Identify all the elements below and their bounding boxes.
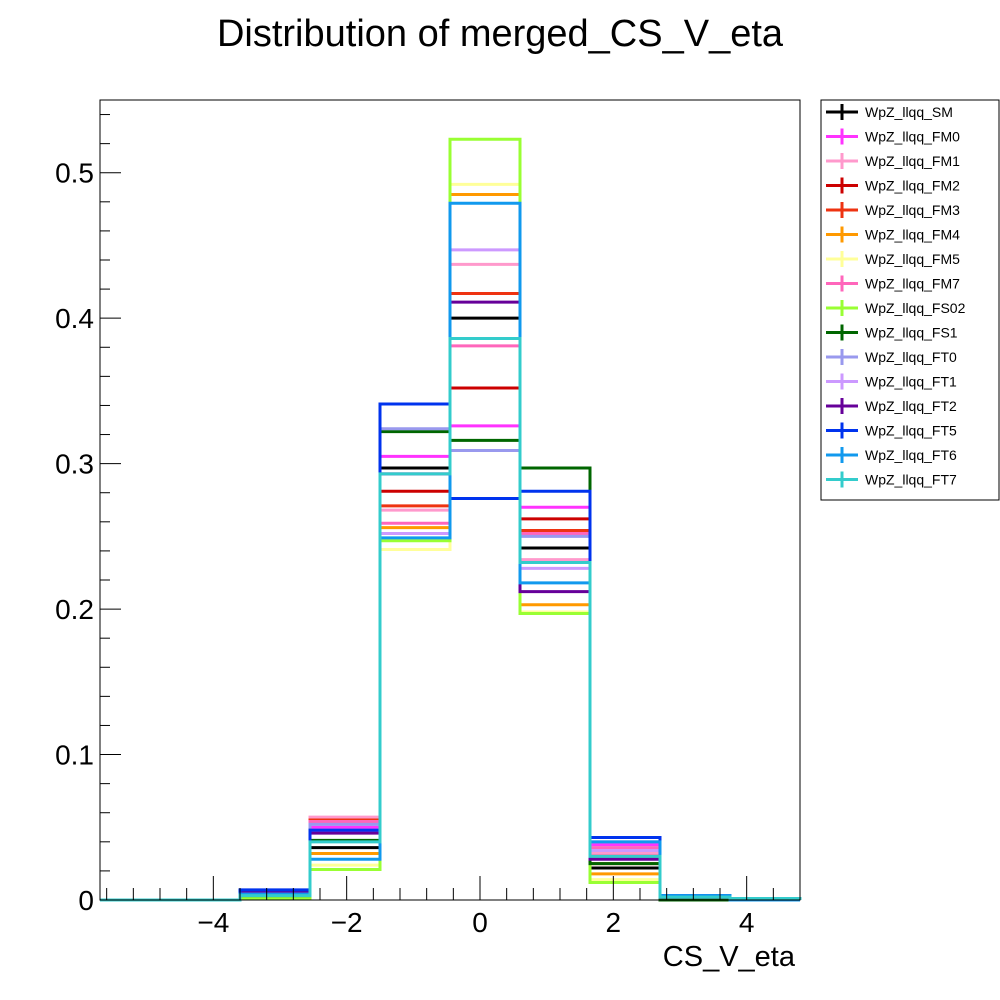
series-line-WpZ_llqq_FT6 [100,201,800,902]
legend-entry: WpZ_llqq_FT1 [826,373,957,390]
legend-label: WpZ_llqq_FM2 [865,178,960,194]
y-tick-label: 0.2 [55,594,94,625]
legend-label: WpZ_llqq_FS1 [865,325,958,341]
y-axis: 0 0.1 0.2 0.3 0.4 0.5 [55,114,121,916]
legend-entry: WpZ_llqq_FS1 [826,324,958,341]
legend-label: WpZ_llqq_FT2 [865,398,957,414]
x-tick-label: −4 [197,907,229,938]
x-tick-label: 2 [606,907,622,938]
legend-entry: WpZ_llqq_FM5 [826,251,960,267]
legend-entry: WpZ_llqq_FT2 [826,398,957,414]
legend-label: WpZ_llqq_FM3 [865,202,960,218]
series-line-WpZ_llqq_FT7 [100,337,802,902]
legend-entry: WpZ_llqq_FS02 [826,300,966,316]
legend-label: WpZ_llqq_FM5 [865,251,960,267]
legend-entry: WpZ_llqq_FM1 [826,153,960,169]
y-tick-label: 0.3 [55,449,94,480]
legend-label: WpZ_llqq_FT6 [865,447,957,463]
legend-entry: WpZ_llqq_FT6 [826,447,957,463]
legend-entry: WpZ_llqq_FT5 [826,422,957,439]
plot-frame [99,99,801,901]
legend-label: WpZ_llqq_FM7 [865,276,960,292]
legend-entry: WpZ_llqq_FT7 [826,471,957,488]
chart-title: Distribution of merged_CS_V_eta [217,13,784,55]
x-tick-label: 0 [472,907,488,938]
legend-label: WpZ_llqq_FM0 [865,129,960,145]
legend: WpZ_llqq_SM WpZ_llqq_FM0 WpZ_llqq_FM1 WpZ_l… [820,99,1000,501]
legend-entry: WpZ_llqq_FT0 [826,349,957,365]
x-axis-title: CS_V_eta [663,941,796,973]
y-tick-label: 0 [78,885,94,916]
legend-label: WpZ_llqq_FS02 [865,300,966,316]
legend-label: WpZ_llqq_FM4 [865,227,960,243]
plot-series [100,137,802,902]
legend-entry: WpZ_llqq_FM4 [826,226,960,243]
x-tick-label: 4 [739,907,755,938]
legend-entry: WpZ_llqq_SM [826,104,953,120]
x-tick-label: −2 [331,907,363,938]
legend-entries: WpZ_llqq_SM WpZ_llqq_FM0 WpZ_llqq_FM1 WpZ_l… [826,104,966,488]
y-tick-label: 0.4 [55,303,94,334]
y-tick-label: 0.1 [55,740,94,771]
legend-label: WpZ_llqq_FT0 [865,349,957,365]
x-axis: −4 −2 0 2 4 [106,876,801,938]
legend-label: WpZ_llqq_FM1 [865,153,960,169]
legend-box [820,99,1000,501]
legend-label: WpZ_llqq_FT7 [865,472,957,488]
legend-label: WpZ_llqq_FT1 [865,374,957,390]
legend-entry: WpZ_llqq_FM7 [826,275,960,292]
legend-label: WpZ_llqq_SM [865,104,953,120]
legend-entry: WpZ_llqq_FM2 [826,177,960,194]
y-tick-label: 0.5 [55,158,94,189]
legend-label: WpZ_llqq_FT5 [865,423,957,439]
legend-entry: WpZ_llqq_FM3 [826,202,960,218]
legend-entry: WpZ_llqq_FM0 [826,128,960,145]
